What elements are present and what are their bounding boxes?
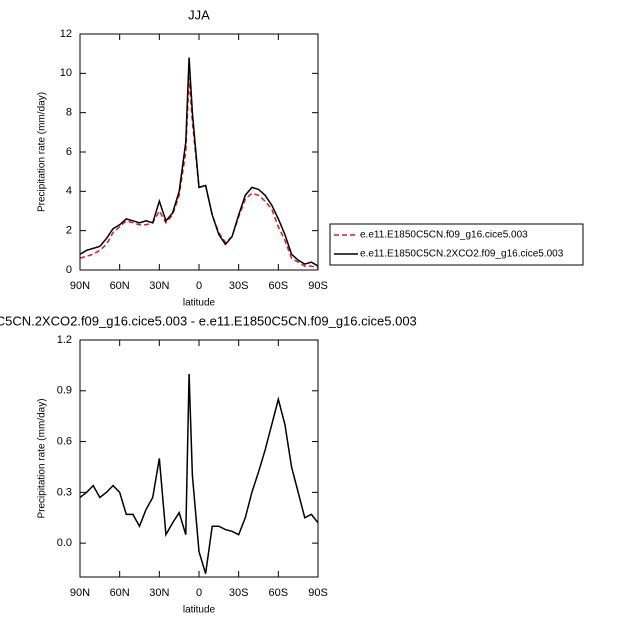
y-tick-label: 0.9 bbox=[57, 385, 72, 397]
x-tick-label: 90S bbox=[308, 587, 328, 599]
y-tick-label: 10 bbox=[60, 67, 72, 79]
x-tick-label: 0 bbox=[196, 587, 202, 599]
y-axis-label: Precipitation rate (mm/day) bbox=[37, 92, 48, 212]
data-line bbox=[79, 57, 319, 267]
y-tick-label: 0.6 bbox=[57, 435, 72, 447]
chart-title: 50C5CN.2XCO2.f09_g16.cice5.003 - e.e11.E… bbox=[0, 313, 417, 328]
x-axis-label: latitude bbox=[183, 298, 216, 309]
x-tick-label: 60N bbox=[110, 280, 130, 292]
plot-frame bbox=[79, 339, 319, 578]
x-tick-label: 60S bbox=[269, 587, 289, 599]
y-tick-label: 6 bbox=[66, 146, 72, 158]
x-tick-label: 90S bbox=[308, 280, 328, 292]
data-line bbox=[79, 77, 319, 269]
plot-frame bbox=[79, 33, 319, 271]
x-tick-label: 60N bbox=[110, 587, 130, 599]
legend-box bbox=[329, 223, 584, 266]
y-tick-label: 1.2 bbox=[57, 334, 72, 346]
x-tick-label: 90N bbox=[70, 280, 90, 292]
x-tick-label: 30S bbox=[229, 280, 249, 292]
y-tick-label: 0.3 bbox=[57, 486, 72, 498]
x-tick-label: 60S bbox=[269, 280, 289, 292]
legend-label: e.e11.E1850C5CN.2XCO2.f09_g16.cice5.003 bbox=[360, 249, 564, 260]
y-axis-label: Precipitation rate (mm/day) bbox=[37, 398, 48, 518]
x-tick-label: 90N bbox=[70, 587, 90, 599]
data-line bbox=[79, 373, 319, 574]
x-tick-label: 30N bbox=[149, 587, 169, 599]
legend-label: e.e11.E1850C5CN.f09_g16.cice5.003 bbox=[360, 230, 528, 241]
x-tick-label: 0 bbox=[196, 280, 202, 292]
chart-title: JJA bbox=[188, 7, 210, 22]
y-tick-label: 2 bbox=[66, 225, 72, 237]
y-tick-label: 4 bbox=[66, 185, 72, 197]
y-tick-label: 0.0 bbox=[57, 537, 72, 549]
y-tick-label: 12 bbox=[60, 28, 72, 40]
y-tick-label: 0 bbox=[66, 264, 72, 276]
x-tick-label: 30N bbox=[149, 280, 169, 292]
x-axis-label: latitude bbox=[183, 605, 216, 616]
x-tick-label: 30S bbox=[229, 587, 249, 599]
y-tick-label: 8 bbox=[66, 107, 72, 119]
